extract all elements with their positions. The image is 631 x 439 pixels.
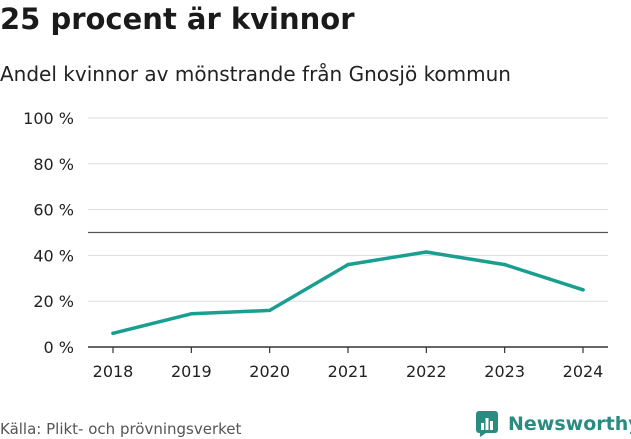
data-point (346, 262, 350, 267)
x-tick-label: 2020 (249, 362, 290, 381)
data-point (267, 308, 272, 313)
data-point (502, 262, 507, 267)
y-tick-label: 80 % (33, 155, 74, 174)
series-group (111, 250, 585, 336)
chart-title: 25 procent är kvinnor (0, 2, 355, 36)
x-tick-label: 2021 (328, 362, 369, 381)
x-tick-label: 2023 (484, 362, 525, 381)
y-tick-label: 20 % (33, 292, 74, 311)
y-tick-label: 0 % (44, 338, 74, 357)
data-point (424, 250, 429, 254)
source-note: Källa: Plikt- och prövningsverket (0, 420, 242, 438)
x-tick-label: 2019 (171, 362, 212, 381)
bar-chart-icon (476, 411, 498, 437)
chart-subtitle: Andel kvinnor av mönstrande från Gnosjö … (0, 62, 511, 86)
logo-text: Newsworthy (508, 413, 631, 435)
x-tick-label: 2022 (406, 362, 447, 381)
y-tick-label: 100 % (23, 109, 74, 128)
y-axis-ticks: 0 % 20 % 40 % 60 % 80 % 100 % (23, 109, 74, 357)
y-tick-label: 60 % (33, 201, 74, 220)
data-point (111, 331, 115, 336)
line-chart: 0 % 20 % 40 % 60 % 80 % 100 % 2018 2019 2020 202… (23, 109, 608, 381)
x-tick-label: 2024 (563, 362, 604, 381)
x-tick-label: 2018 (93, 362, 134, 381)
newsworthy-logo: Newsworthy (476, 410, 631, 438)
data-point (581, 288, 585, 292)
x-axis-ticks: 2018 2019 2020 2021 2022 2023 2024 (93, 347, 604, 381)
y-tick-label: 40 % (33, 246, 74, 265)
data-point (189, 312, 194, 316)
